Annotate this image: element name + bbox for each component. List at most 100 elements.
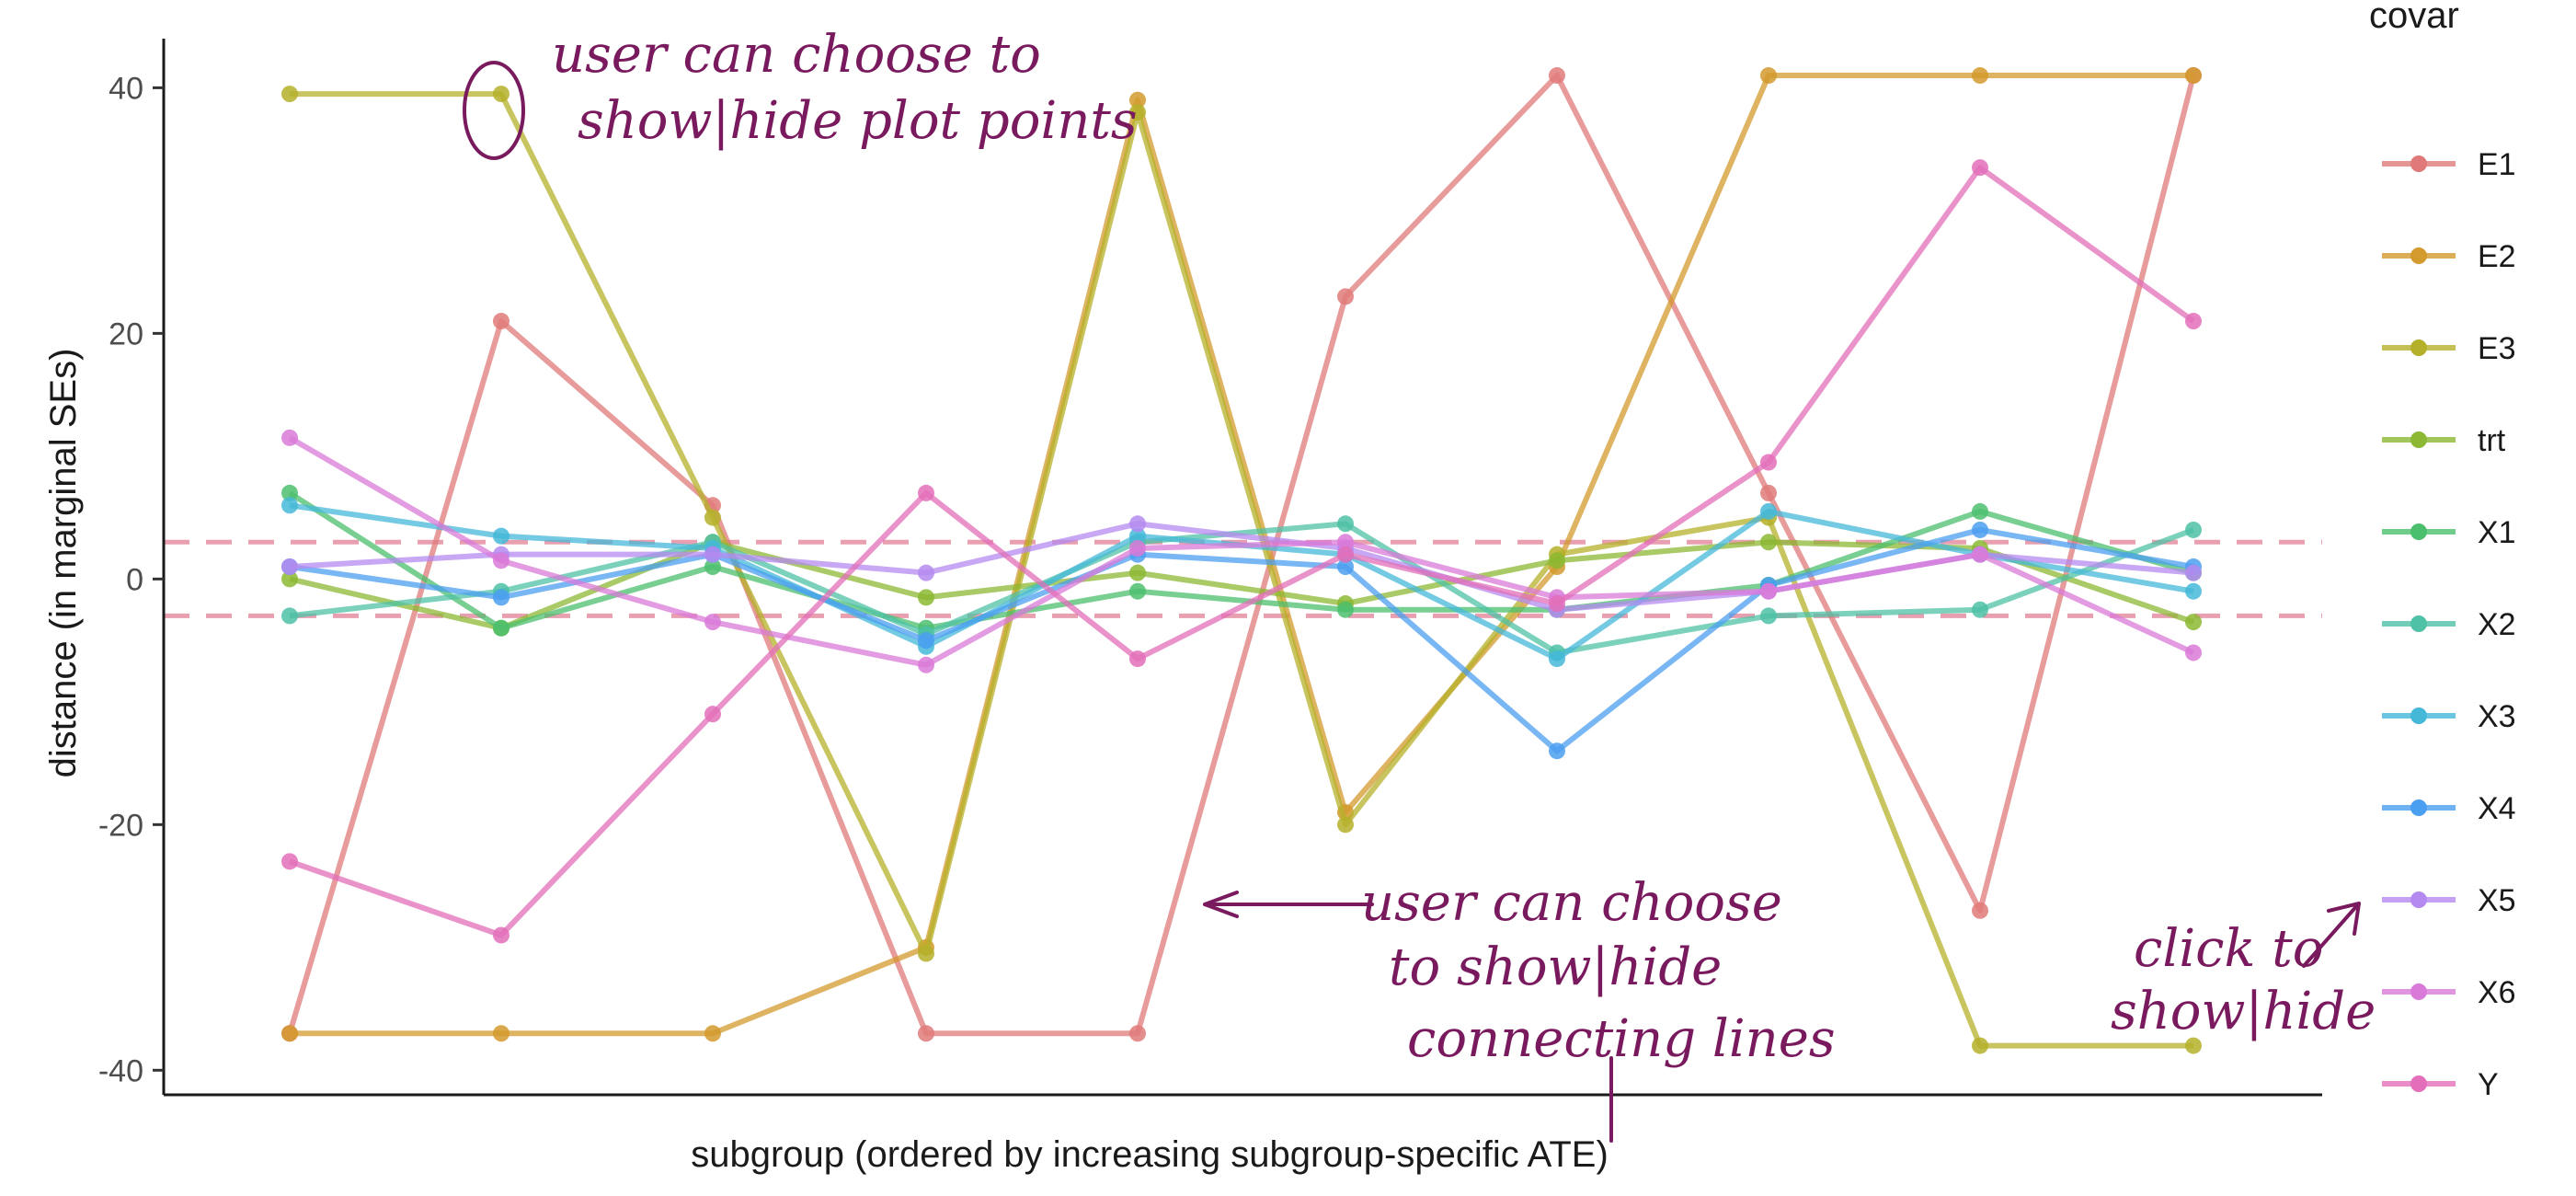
note-click-line2: show|hide xyxy=(2111,982,2376,1041)
series-e1 xyxy=(281,67,2202,1042)
data-point xyxy=(918,656,934,673)
series-e3 xyxy=(281,86,2202,1054)
legend-title: covar xyxy=(2369,0,2459,36)
series-line-e2 xyxy=(290,73,2193,1037)
data-point xyxy=(1129,650,1146,668)
data-point xyxy=(1972,521,1988,538)
annotation-circle xyxy=(463,61,525,160)
legend-label: X2 xyxy=(2478,607,2516,642)
note-click-line1: click to xyxy=(2134,919,2324,979)
data-point xyxy=(2185,614,2202,631)
y-tick-label: 0 xyxy=(126,562,143,597)
data-point xyxy=(1760,607,1777,625)
legend-label: trt xyxy=(2478,423,2506,458)
data-point xyxy=(281,497,298,514)
data-point xyxy=(1760,484,1777,501)
data-point xyxy=(2185,1037,2202,1054)
data-point xyxy=(1129,515,1146,533)
data-point xyxy=(2185,564,2202,581)
data-point xyxy=(1760,502,1777,520)
data-point xyxy=(281,853,298,870)
note-points-line2: show|hide plot points xyxy=(578,91,1138,151)
legend-item-x4[interactable]: X4 xyxy=(2382,791,2516,826)
legend-point xyxy=(2410,983,2427,1000)
legend-item-x5[interactable]: X5 xyxy=(2382,883,2516,918)
data-point xyxy=(704,706,721,723)
series-line-trt xyxy=(289,539,2194,631)
y-axis-title: distance (in marginal SEs) xyxy=(43,349,84,778)
arrow-to-lines xyxy=(1203,891,1374,918)
y-tick-label: -40 xyxy=(98,1053,143,1088)
legend-item-e2[interactable]: E2 xyxy=(2382,239,2516,274)
legend-label: E1 xyxy=(2478,147,2516,182)
note-lines-line3: connecting lines xyxy=(1407,1009,1836,1069)
data-point xyxy=(281,86,298,103)
axes xyxy=(162,39,2322,1097)
data-point xyxy=(1972,601,1988,618)
y-ticks: -40 -20 0 20 40 xyxy=(98,71,164,1088)
data-point xyxy=(1760,454,1777,471)
data-point xyxy=(281,484,298,501)
data-point xyxy=(2185,67,2202,85)
data-point xyxy=(281,429,298,446)
legend-point xyxy=(2410,1075,2427,1092)
data-point xyxy=(1760,67,1777,85)
data-point xyxy=(704,614,721,631)
legend-label: X4 xyxy=(2478,791,2516,826)
legend-item-x6[interactable]: X6 xyxy=(2382,975,2516,1010)
data-point xyxy=(1337,558,1354,575)
legend-label: E3 xyxy=(2478,331,2516,366)
legend-label: X1 xyxy=(2478,515,2516,550)
data-point xyxy=(493,527,509,545)
arrow-to-legend xyxy=(2302,902,2361,968)
data-point xyxy=(1972,159,1988,177)
data-point xyxy=(704,509,721,526)
legend-point xyxy=(2410,431,2427,448)
data-point xyxy=(918,564,934,581)
data-point xyxy=(918,945,934,962)
note-lines-line1: user can choose xyxy=(1361,873,1782,933)
reference-lines xyxy=(164,539,2322,618)
data-point xyxy=(918,632,934,650)
data-point xyxy=(1549,595,1565,613)
legend-item-y[interactable]: Y xyxy=(2382,1067,2499,1102)
data-point xyxy=(1337,288,1354,305)
data-point xyxy=(2185,582,2202,600)
legend-point xyxy=(2410,523,2427,540)
data-point xyxy=(493,552,509,569)
note-points-line1: user can choose to xyxy=(552,25,1041,85)
data-point xyxy=(1549,742,1565,760)
data-point xyxy=(704,546,721,563)
data-point xyxy=(1972,1037,1988,1054)
legend-point xyxy=(2410,247,2427,264)
data-point xyxy=(1337,816,1354,834)
y-tick-label: 40 xyxy=(109,71,143,106)
series-line-x2 xyxy=(289,521,2195,656)
data-point xyxy=(1129,1025,1146,1042)
data-point xyxy=(1337,515,1354,533)
series-line-x4 xyxy=(289,526,2194,754)
data-point xyxy=(1129,527,1146,545)
data-point xyxy=(704,1025,721,1042)
legend-item-trt[interactable]: trt xyxy=(2382,423,2506,458)
data-point xyxy=(1972,546,1988,563)
legend-point xyxy=(2410,615,2427,632)
data-point xyxy=(1337,601,1354,618)
data-point xyxy=(918,589,934,606)
legend-point xyxy=(2410,891,2427,908)
data-point xyxy=(1129,91,1146,109)
series-line-y xyxy=(289,165,2195,938)
data-point xyxy=(1129,582,1146,600)
series-layer xyxy=(281,67,2202,1054)
legend-item-x1[interactable]: X1 xyxy=(2382,515,2516,550)
series-line-e3 xyxy=(290,91,2193,1049)
data-point xyxy=(704,558,721,575)
legend-item-e1[interactable]: E1 xyxy=(2382,147,2516,182)
note-lines-line2: to show|hide xyxy=(1389,937,1722,997)
legend-item-x2[interactable]: X2 xyxy=(2382,607,2516,642)
legend-item-e3[interactable]: E3 xyxy=(2382,331,2516,366)
data-point xyxy=(918,484,934,501)
legend-item-x3[interactable]: X3 xyxy=(2382,699,2516,734)
data-point xyxy=(1972,902,1988,919)
